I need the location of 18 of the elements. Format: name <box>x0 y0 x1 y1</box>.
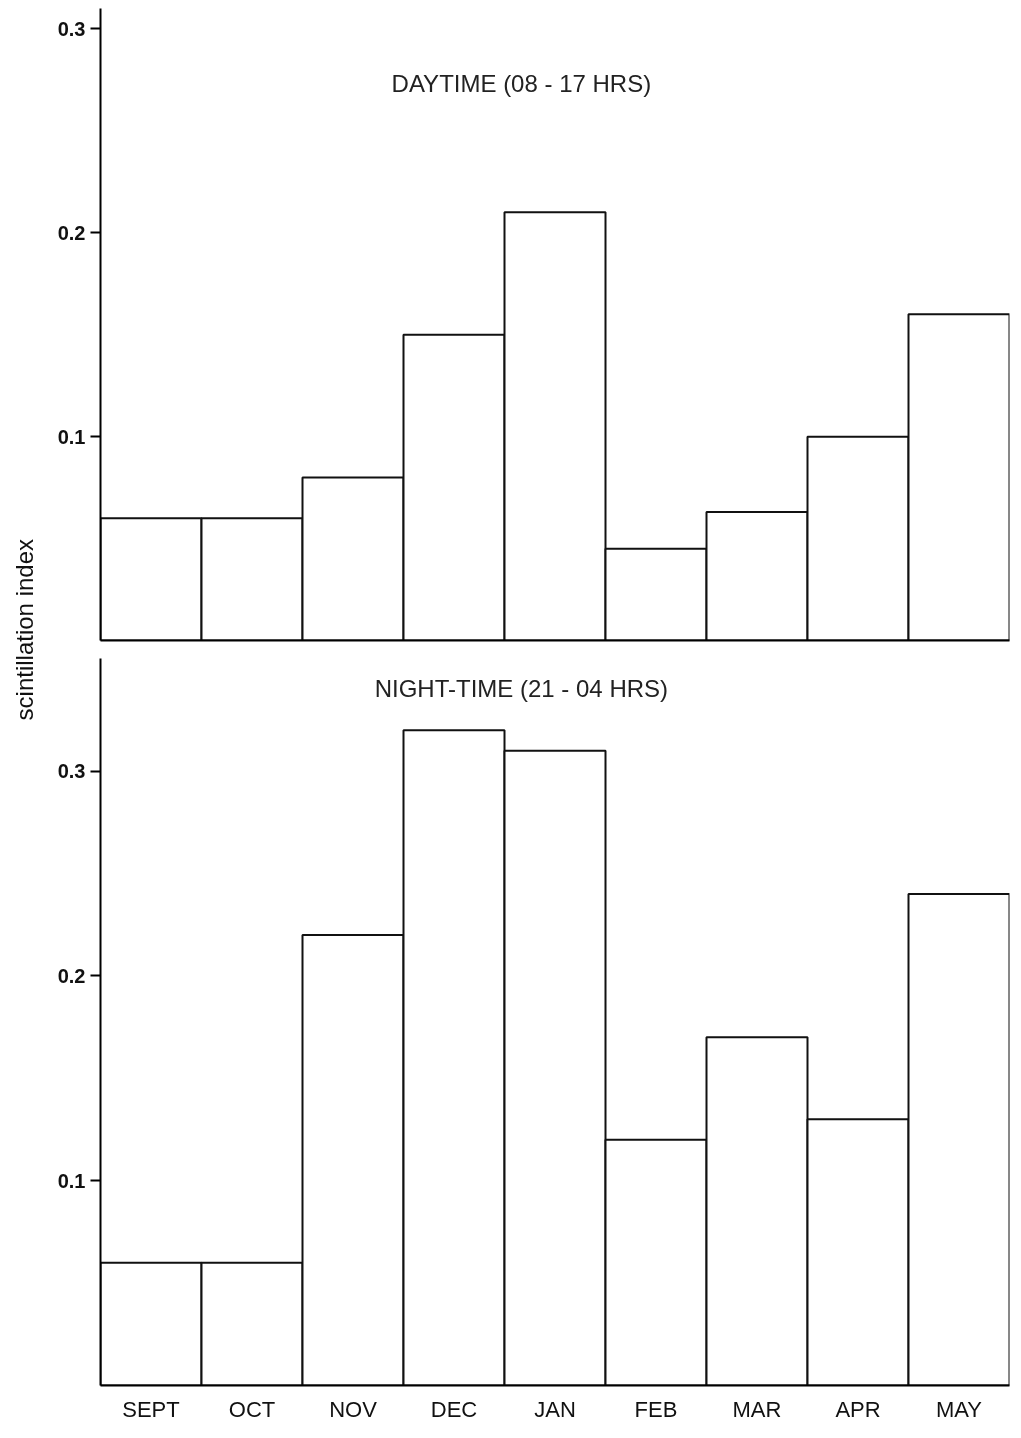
x-tick-label: JAN <box>534 1396 576 1422</box>
text: DAYTIME (08 - 17 HRS) <box>391 69 652 97</box>
y-tick-label: 0.2 <box>57 221 86 244</box>
x-tick-label: OCT <box>228 1396 276 1422</box>
y-tick-label: 0.3 <box>57 17 86 40</box>
x-tick-label: MAR <box>732 1396 782 1422</box>
x-tick-label: APR <box>835 1396 881 1422</box>
x-tick-label: SEPT <box>122 1396 180 1422</box>
y-tick-label: 0.1 <box>57 425 86 448</box>
text: NIGHT-TIME (21 - 04 HRS) <box>374 675 669 703</box>
y-tick-label: 0.3 <box>57 760 86 783</box>
x-tick-label: MAY <box>935 1396 983 1422</box>
y-axis-title: scintillation index <box>11 538 38 721</box>
y-tick-label: 0.2 <box>57 964 86 987</box>
x-tick-label: FEB <box>634 1396 678 1422</box>
y-tick-label: 0.1 <box>57 1169 86 1192</box>
x-tick-label: DEC <box>430 1396 478 1422</box>
x-tick-label: NOV <box>329 1396 378 1422</box>
